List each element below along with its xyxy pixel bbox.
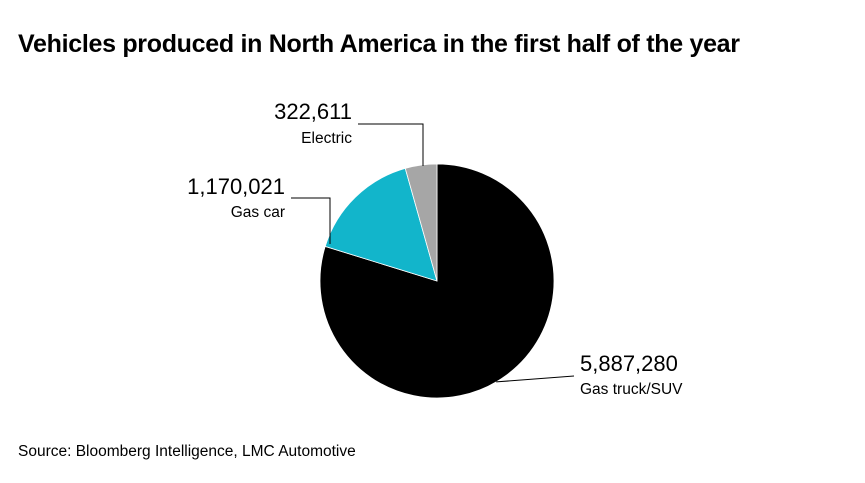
- data-label-category: Gas car: [231, 204, 285, 221]
- callout-line-gas-car: [291, 197, 331, 244]
- callout-line-electric: [358, 123, 424, 166]
- callout-line-gas-truck-suv: [496, 375, 575, 383]
- data-label-category: Gas truck/SUV: [580, 381, 683, 398]
- chart-source: Source: Bloomberg Intelligence, LMC Auto…: [18, 443, 356, 460]
- pie-slice-electric: [404, 163, 438, 282]
- data-label-value: 322,611: [274, 99, 352, 124]
- data-label-value: 5,887,280: [580, 351, 678, 376]
- data-label-category: Electric: [301, 130, 352, 147]
- data-label-value: 1,170,021: [187, 174, 285, 199]
- chart-title: Vehicles produced in North America in th…: [18, 30, 740, 58]
- pie-slice-gas-truck-suv: [319, 163, 555, 399]
- pie-slice-gas-car: [324, 167, 438, 282]
